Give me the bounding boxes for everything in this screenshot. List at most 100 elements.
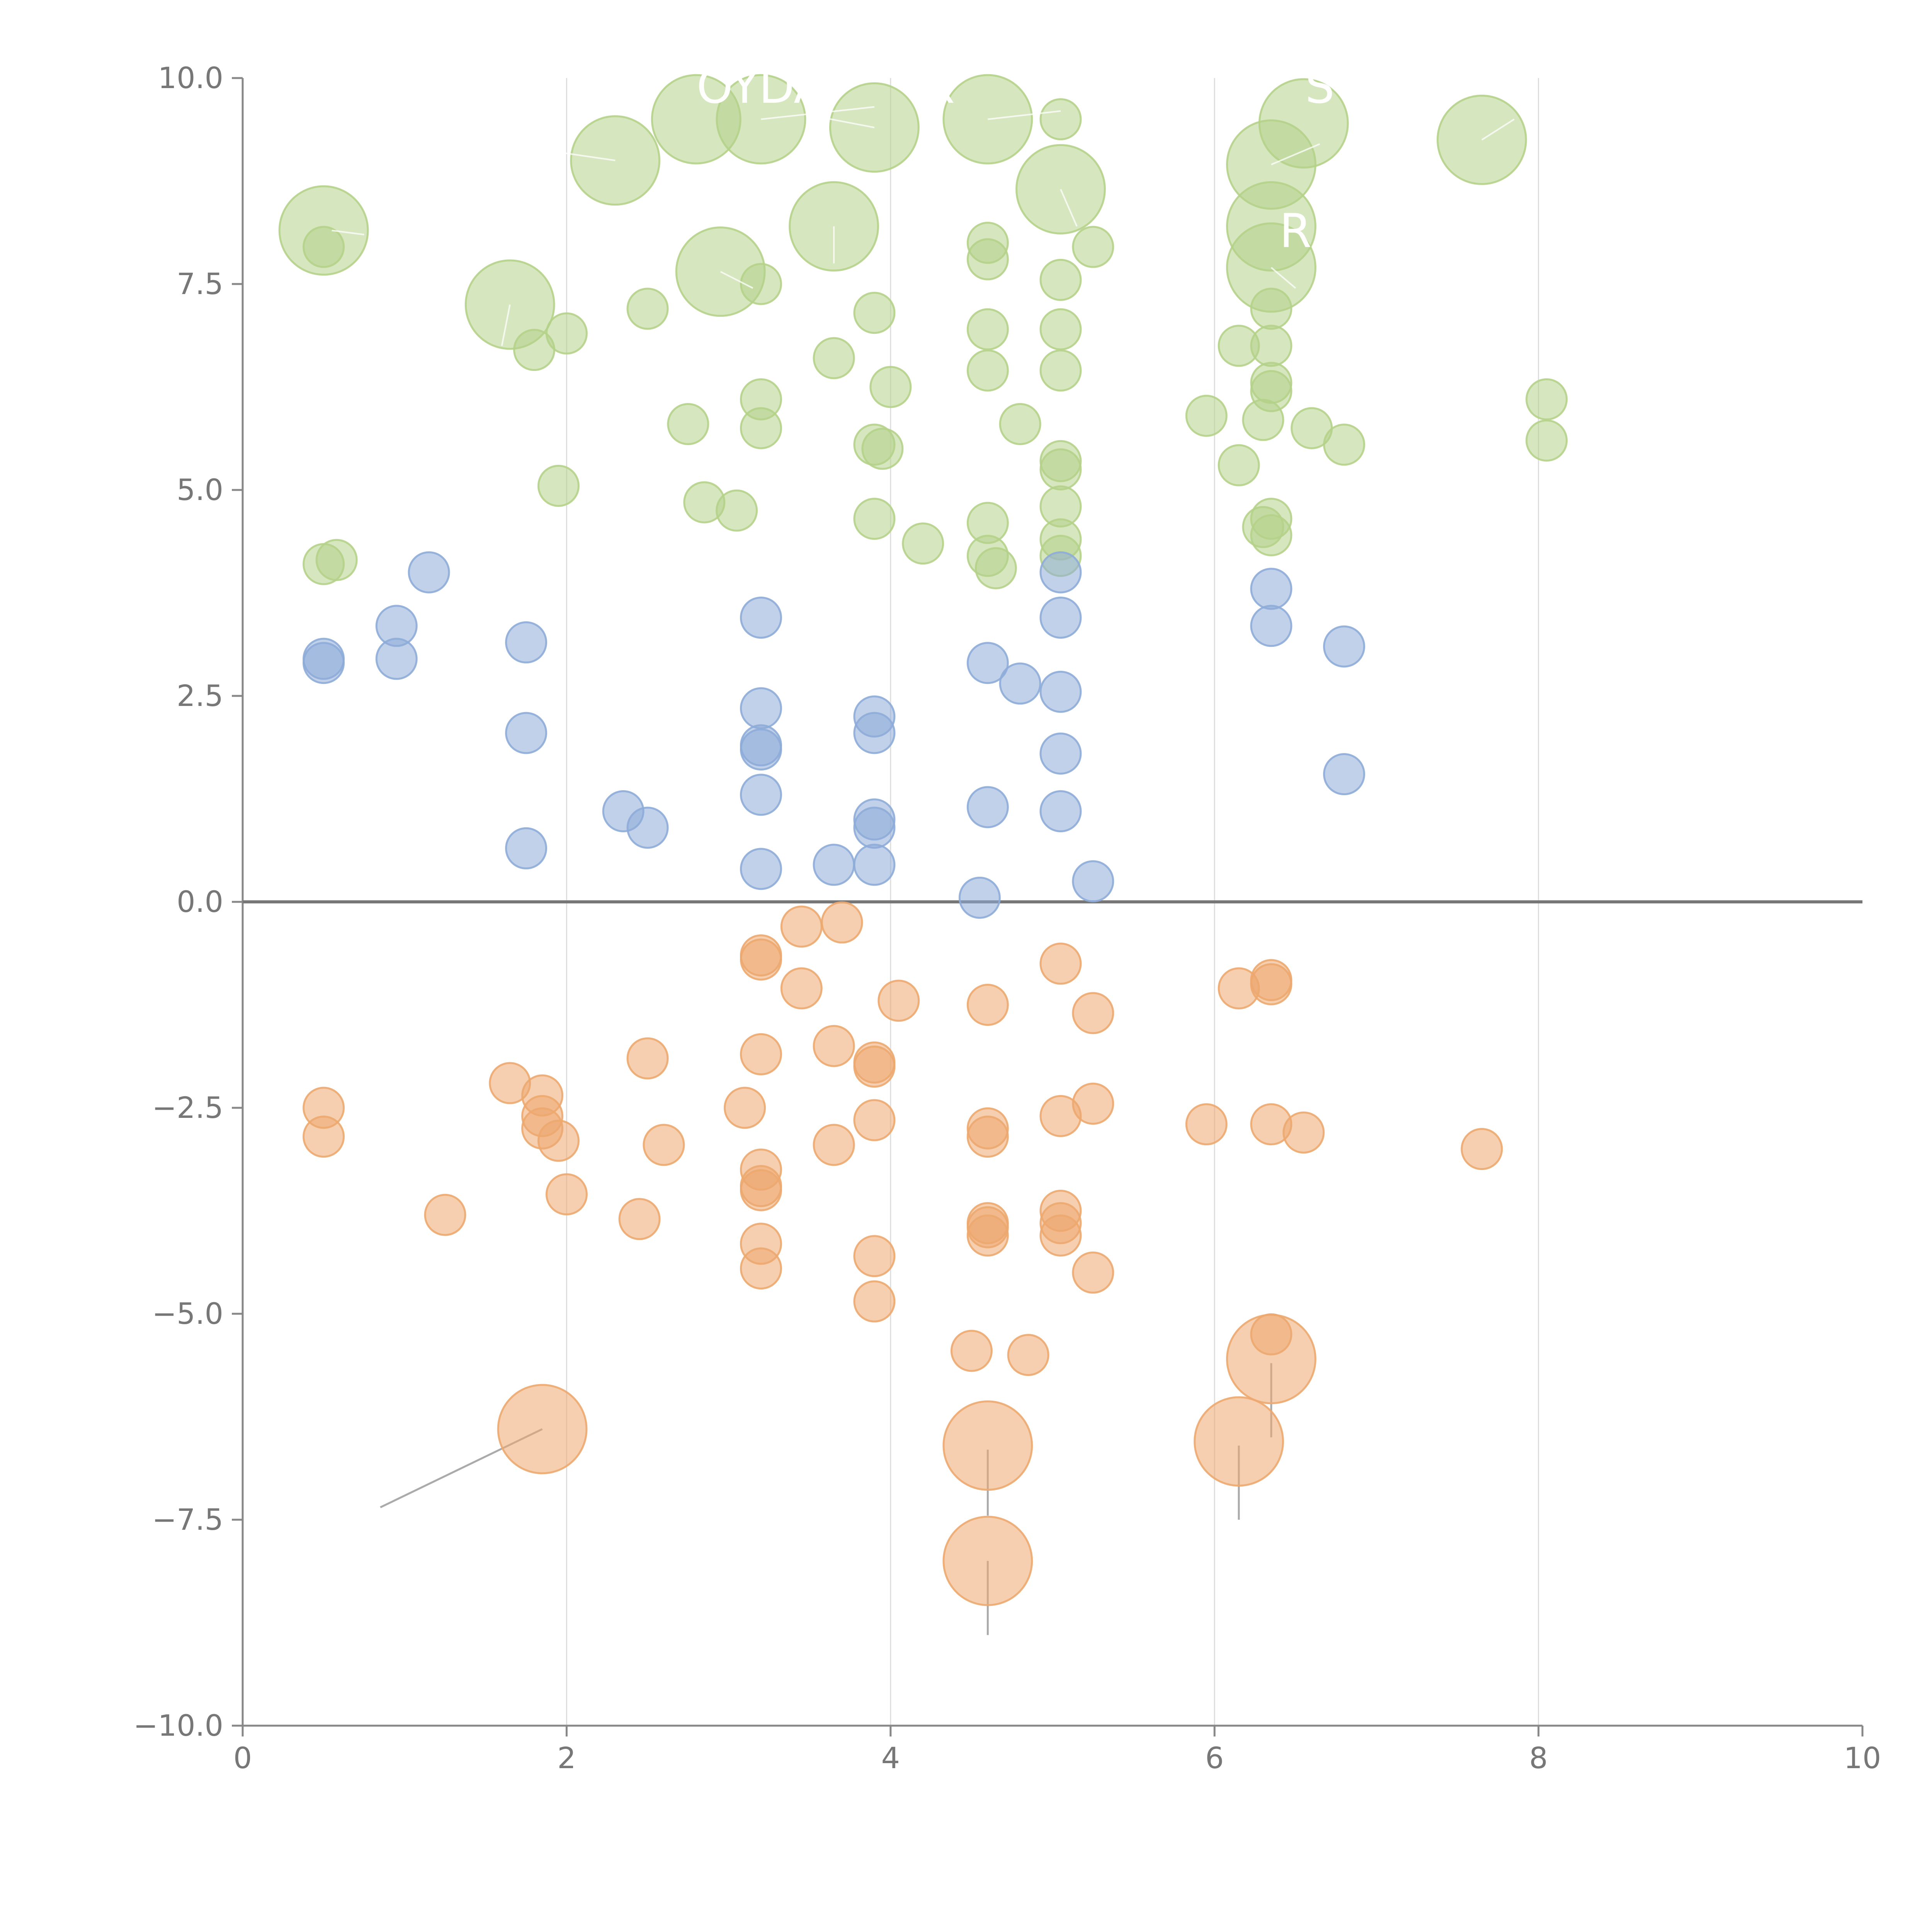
scatter-point-blue (853, 806, 896, 849)
scatter-point-blue (958, 876, 1001, 919)
x-tick-label: 4 (881, 1741, 900, 1775)
light-leader-line (332, 230, 364, 236)
scatter-point-orange (724, 1087, 766, 1129)
bubble-annotation: R (1279, 204, 1311, 258)
scatter-point-orange (780, 967, 823, 1010)
scatter-point-green (1039, 448, 1082, 491)
scatter-point-green (966, 349, 1009, 392)
scatter-point-orange (1250, 959, 1293, 1002)
scatter-point-orange (740, 1033, 782, 1075)
scatter-point-orange (1282, 1111, 1325, 1154)
scatter-point-green (1250, 325, 1293, 367)
scatter-point-blue (740, 728, 782, 771)
scatter-point-orange (878, 980, 920, 1022)
scatter-point-orange (966, 1214, 1009, 1257)
y-tick-label: 7.5 (177, 267, 223, 301)
scatter-point-orange (740, 1247, 782, 1290)
scatter-point-orange (1007, 1334, 1049, 1376)
scatter-point-blue (303, 642, 345, 684)
scatter-point-orange (537, 1119, 580, 1162)
scatter-point-orange (424, 1194, 466, 1236)
scatter-point-green (740, 263, 782, 305)
scatter-point-green (1323, 423, 1366, 466)
light-leader-line (1481, 118, 1515, 141)
scatter-point-blue (408, 551, 450, 594)
scatter-point-green (716, 489, 758, 532)
scatter-point-blue (1323, 753, 1366, 796)
y-tick-label: −5.0 (152, 1296, 223, 1331)
scatter-point-blue (1039, 596, 1082, 639)
scatter-point-orange (942, 1515, 1033, 1606)
scatter-point-green (303, 226, 345, 268)
scatter-point-green (1242, 399, 1284, 441)
scatter-point-blue (740, 687, 782, 730)
bubble-annotation: OYDA (697, 60, 826, 114)
scatter-point-green (1039, 308, 1082, 350)
scatter-point-blue (853, 712, 896, 754)
scatter-point-orange (1461, 1128, 1503, 1170)
scatter-point-blue (740, 848, 782, 890)
scatter-point-blue (966, 786, 1009, 828)
scatter-point-orange (1072, 1251, 1114, 1294)
scatter-point-orange (618, 1198, 661, 1240)
bubble-annotation: X (923, 60, 955, 114)
light-leader-line (501, 304, 511, 346)
scatter-point-green (975, 547, 1017, 590)
light-leader-line (988, 110, 1061, 120)
y-tick-label: 10.0 (158, 61, 223, 95)
scatter-point-green (537, 464, 580, 507)
scatter-point-orange (740, 1169, 782, 1211)
scatter-point-blue (999, 662, 1041, 705)
x-tick-label: 8 (1529, 1741, 1548, 1775)
scatter-point-orange (853, 1099, 896, 1141)
scatter-point-blue (1039, 551, 1082, 594)
scatter-point-orange (813, 1025, 855, 1067)
scatter-point-green (1039, 259, 1082, 301)
scatter-point-orange (966, 1116, 1009, 1158)
scatter-point-orange (821, 901, 863, 944)
scatter-point-green (315, 539, 358, 581)
y-tick-label: 5.0 (177, 473, 223, 507)
light-leader-line (809, 114, 875, 128)
light-leader-line (761, 106, 875, 120)
scatter-point-orange (1039, 942, 1082, 985)
scatter-point-orange (1072, 1082, 1114, 1125)
light-leader-line (1271, 143, 1320, 165)
scatter-point-orange (1039, 1214, 1082, 1257)
scatter-point-green (869, 366, 912, 408)
x-tick-label: 6 (1205, 1741, 1224, 1775)
scatter-point-blue (505, 621, 548, 663)
scatter-point-orange (626, 1037, 669, 1080)
scatter-point-green (626, 287, 669, 330)
scatter-point-green (1039, 349, 1082, 392)
scatter-point-green (853, 498, 896, 540)
axis-layer: −10.0 −7.5 −5.0 −2.5 0.0 2.5 5.0 7.5 10.0 0 2 4 6 8 10 (133, 61, 1881, 1775)
scatter-point-green (545, 312, 588, 355)
scatter-point-green (1526, 419, 1568, 462)
scatter-point-green (853, 292, 896, 334)
y-tick-label: 0.0 (177, 884, 223, 919)
scatter-point-green (1258, 78, 1349, 169)
light-leader-line (558, 151, 616, 162)
scatter-point-green (1072, 226, 1114, 268)
x-tick-label: 0 (233, 1741, 252, 1775)
y-tick-label: −2.5 (152, 1090, 223, 1125)
scatter-point-blue (813, 844, 855, 886)
y-tick-label: −7.5 (152, 1502, 223, 1537)
light-leader-line (1270, 267, 1296, 289)
scatter-point-orange (740, 938, 782, 981)
scatter-point-orange (1072, 992, 1114, 1034)
scatter-point-blue (1250, 605, 1293, 647)
scatter-point-blue (1039, 790, 1082, 832)
scatter-point-blue (966, 642, 1009, 684)
scatter-point-orange (497, 1384, 588, 1475)
scatter-point-blue (505, 712, 548, 754)
scatter-point-orange (1194, 1396, 1284, 1487)
scatter-point-orange (1185, 1103, 1228, 1146)
scatter-point-orange (942, 1400, 1033, 1491)
scatter-point-orange (1226, 1314, 1316, 1405)
x-tick-label: 10 (1844, 1741, 1881, 1775)
scatter-point-green (813, 337, 855, 379)
